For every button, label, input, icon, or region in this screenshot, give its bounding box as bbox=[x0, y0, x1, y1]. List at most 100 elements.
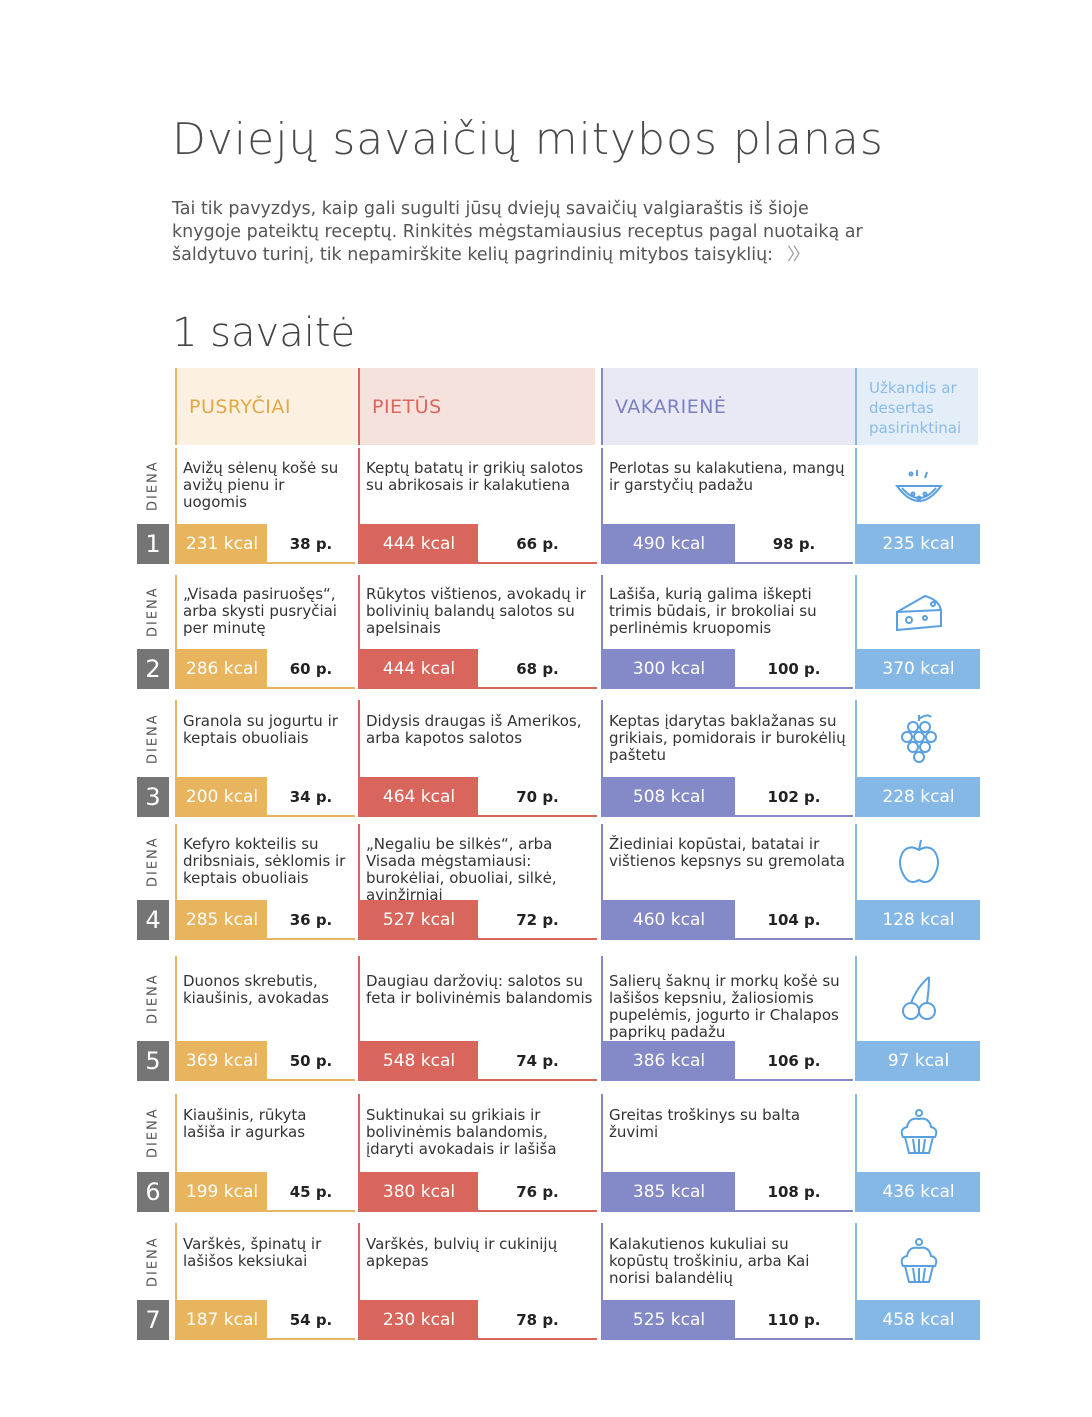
breakfast-kcal: 199 kcal bbox=[177, 1172, 267, 1212]
day-word: DIENA bbox=[145, 713, 161, 764]
day-word: DIENA bbox=[145, 973, 161, 1024]
dinner-page: 108 p. bbox=[767, 1183, 821, 1201]
lunch-kcal: 230 kcal bbox=[360, 1300, 478, 1340]
snack-kcal: 370 kcal bbox=[857, 649, 980, 689]
breakfast-kcal: 200 kcal bbox=[177, 777, 267, 817]
lunch-cell: Daugiau daržovių: salotos su feta ir bol… bbox=[358, 956, 597, 1081]
lunch-cell: Suktinukai su grikiais ir bolivinėmis ba… bbox=[358, 1094, 597, 1212]
day-number: 5 bbox=[137, 1041, 169, 1081]
double-chevron-right-icon: 〉〉 bbox=[787, 245, 809, 265]
dinner-kcal: 508 kcal bbox=[603, 777, 735, 817]
day-label: DIENA 5 bbox=[137, 956, 169, 1081]
dinner-underline bbox=[603, 1338, 853, 1340]
breakfast-recipe[interactable]: „Visada pasiruošęs“, arba skysti pusryči… bbox=[183, 585, 337, 637]
snack-cell: 370 kcal bbox=[855, 575, 980, 689]
dinner-underline bbox=[603, 815, 853, 817]
breakfast-cell: Varškės, špinatų ir lašišos keksiukai 18… bbox=[175, 1223, 355, 1340]
dinner-recipe[interactable]: Salierų šaknų ir morkų košė su lašišos k… bbox=[609, 971, 840, 1041]
header-dinner-label: VAKARIENĖ bbox=[615, 396, 727, 418]
day-word: DIENA bbox=[145, 1236, 161, 1287]
day-number: 4 bbox=[137, 900, 169, 940]
dinner-underline bbox=[603, 562, 853, 564]
snack-kcal: 128 kcal bbox=[857, 900, 980, 940]
snack-cell: 436 kcal bbox=[855, 1094, 980, 1212]
dinner-page: 98 p. bbox=[772, 535, 816, 553]
day-label: DIENA 1 bbox=[137, 448, 169, 564]
breakfast-page: 36 p. bbox=[289, 911, 333, 929]
breakfast-cell: Kiaušinis, rūkyta lašiša ir agurkas 199 … bbox=[175, 1094, 355, 1212]
dinner-kcal: 460 kcal bbox=[603, 900, 735, 940]
breakfast-underline bbox=[177, 938, 355, 940]
day-row: DIENA 7 Varškės, špinatų ir lašišos keks… bbox=[135, 1223, 980, 1340]
dinner-cell: Salierų šaknų ir morkų košė su lašišos k… bbox=[601, 956, 853, 1081]
dinner-underline bbox=[603, 938, 853, 940]
lunch-recipe[interactable]: Varškės, bulvių ir cukinijų apkepas bbox=[366, 1234, 558, 1270]
snack-kcal: 97 kcal bbox=[857, 1041, 980, 1081]
lunch-underline bbox=[360, 687, 597, 689]
day-number: 3 bbox=[137, 777, 169, 817]
lunch-recipe[interactable]: Suktinukai su grikiais ir bolivinėmis ba… bbox=[366, 1106, 557, 1158]
lunch-page: 74 p. bbox=[516, 1052, 559, 1070]
dinner-underline bbox=[603, 1210, 853, 1212]
dinner-recipe[interactable]: Žiediniai kopūstai, batatai ir vištienos… bbox=[609, 835, 845, 870]
day-row: DIENA 4 Kefyro kokteilis su dribsniais, … bbox=[135, 824, 980, 940]
day-number: 1 bbox=[137, 524, 169, 564]
day-row: DIENA 1 Avižų sėlenų košė su avižų pienu… bbox=[135, 448, 980, 564]
lunch-underline bbox=[360, 1079, 597, 1081]
cupcake-icon bbox=[889, 1103, 949, 1163]
lunch-page: 68 p. bbox=[516, 660, 559, 678]
dinner-cell: Lašiša, kurią galima iškepti trimis būda… bbox=[601, 575, 853, 689]
breakfast-cell: „Visada pasiruošęs“, arba skysti pusryči… bbox=[175, 575, 355, 689]
header-lunch: PIETŪS bbox=[358, 368, 595, 445]
breakfast-recipe[interactable]: Kefyro kokteilis su dribsniais, sėklomis… bbox=[183, 835, 346, 887]
breakfast-page: 45 p. bbox=[289, 1183, 333, 1201]
cupcake-icon bbox=[889, 1232, 949, 1292]
lunch-recipe[interactable]: Keptų batatų ir grikių salotos su abriko… bbox=[366, 459, 584, 494]
day-row: DIENA 3 Granola su jogurtu ir keptais ob… bbox=[135, 700, 980, 817]
day-word: DIENA bbox=[145, 586, 161, 638]
breakfast-recipe[interactable]: Granola su jogurtu ir keptais obuoliais bbox=[183, 711, 338, 747]
apple-icon bbox=[889, 832, 949, 892]
breakfast-recipe[interactable]: Kiaušinis, rūkyta lašiša ir agurkas bbox=[183, 1106, 307, 1141]
lunch-recipe[interactable]: Didysis draugas iš Amerikos, arba kapoto… bbox=[366, 711, 582, 747]
lunch-recipe[interactable]: Daugiau daržovių: salotos su feta ir bol… bbox=[366, 971, 593, 1007]
breakfast-recipe[interactable]: Varškės, špinatų ir lašišos keksiukai bbox=[183, 1234, 322, 1270]
dinner-recipe[interactable]: Lašiša, kurią galima iškepti trimis būda… bbox=[609, 585, 817, 637]
dinner-recipe[interactable]: Greitas troškinys su balta žuvimi bbox=[609, 1106, 801, 1141]
dinner-recipe[interactable]: Kalakutienos kukuliai su kopūstų troškin… bbox=[609, 1234, 810, 1287]
snack-kcal: 228 kcal bbox=[857, 777, 980, 817]
day-row: DIENA 5 Duonos skrebutis, kiaušinis, avo… bbox=[135, 956, 980, 1081]
lunch-kcal: 444 kcal bbox=[360, 649, 478, 689]
lunch-recipe[interactable]: Rūkytos vištienos, avokadų ir bolivinių … bbox=[366, 585, 586, 637]
breakfast-page: 60 p. bbox=[289, 660, 333, 678]
day-word: DIENA bbox=[145, 836, 161, 888]
snack-kcal: 458 kcal bbox=[857, 1300, 980, 1340]
breakfast-underline bbox=[177, 1210, 355, 1212]
dinner-recipe[interactable]: Keptas įdarytas baklažanas su grikiais, … bbox=[609, 711, 846, 764]
header-snack: Užkandis ar desertas pasirinktinai bbox=[855, 368, 978, 445]
day-label: DIENA 2 bbox=[137, 575, 169, 689]
dinner-kcal: 386 kcal bbox=[603, 1041, 735, 1081]
breakfast-recipe[interactable]: Avižų sėlenų košė su avižų pienu ir uogo… bbox=[183, 459, 339, 511]
breakfast-underline bbox=[177, 562, 355, 564]
lunch-recipe[interactable]: „Negaliu be silkės“, arba Visada mėgstam… bbox=[366, 835, 557, 904]
breakfast-kcal: 285 kcal bbox=[177, 900, 267, 940]
snack-cell: 228 kcal bbox=[855, 700, 980, 817]
day-number: 7 bbox=[137, 1300, 169, 1340]
day-number: 6 bbox=[137, 1172, 169, 1212]
dinner-kcal: 385 kcal bbox=[603, 1172, 735, 1212]
dinner-kcal: 300 kcal bbox=[603, 649, 735, 689]
day-label: DIENA 3 bbox=[137, 700, 169, 817]
grapes-icon bbox=[889, 709, 949, 769]
snack-cell: 128 kcal bbox=[855, 824, 980, 940]
breakfast-recipe[interactable]: Duonos skrebutis, kiaušinis, avokadas bbox=[183, 971, 329, 1007]
lunch-cell: Rūkytos vištienos, avokadų ir bolivinių … bbox=[358, 575, 597, 689]
dinner-underline bbox=[603, 1079, 853, 1081]
snack-kcal: 436 kcal bbox=[857, 1172, 980, 1212]
dinner-recipe[interactable]: Perlotas su kalakutiena, mangų ir garsty… bbox=[609, 459, 845, 494]
snack-cell: 458 kcal bbox=[855, 1223, 980, 1340]
dinner-cell: Greitas troškinys su balta žuvimi 385 kc… bbox=[601, 1094, 853, 1212]
dinner-underline bbox=[603, 687, 853, 689]
lunch-cell: Varškės, bulvių ir cukinijų apkepas 230 … bbox=[358, 1223, 597, 1340]
breakfast-page: 38 p. bbox=[289, 535, 333, 553]
